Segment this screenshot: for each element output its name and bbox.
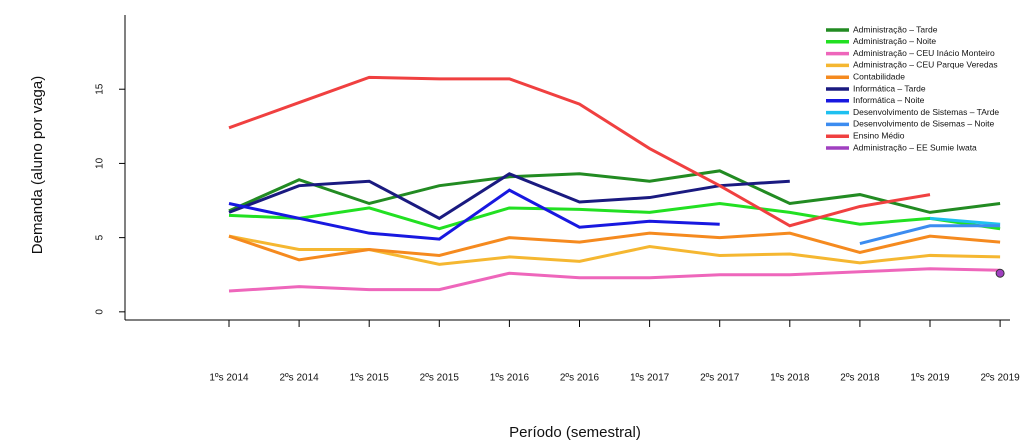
legend-label: Desenvolvimento de Sistemas – TArde [853,107,999,117]
series-line [859,224,1001,246]
legend-label: Ensino Médio [853,130,905,140]
y-tick-label: 0 [95,309,106,315]
series-line [228,172,790,221]
series-line [228,169,1001,214]
x-tick-label: 2ºs 2018 [840,373,880,384]
x-axis-label: Período (semestral) [509,424,641,441]
series-point [995,268,1005,278]
series-line [228,267,1001,293]
legend-label: Contabilidade [853,71,905,81]
x-tick-label: 1ºs 2015 [350,373,390,384]
legend-label: Informática – Noite [853,95,925,105]
x-tick-label: 1ºs 2018 [770,373,810,384]
y-tick-label: 10 [95,157,106,169]
legend-label: Administração – CEU Parque Veredas [853,60,998,70]
series-line [228,234,1001,266]
x-tick-label: 1ºs 2017 [630,373,670,384]
series-line [929,216,1001,226]
legend-label: Desenvolvimento de Sisemas – Noite [853,119,995,129]
x-tick-label: 1ºs 2014 [209,373,249,384]
y-tick-label: 15 [95,83,106,95]
x-tick-label: 2ºs 2019 [980,373,1020,384]
x-tick-label: 1ºs 2016 [490,373,530,384]
x-tick-label: 2ºs 2014 [279,373,319,384]
x-tick-label: 2ºs 2016 [560,373,600,384]
series-line [228,231,1001,262]
legend-label: Administração – Noite [853,36,936,46]
y-axis-label: Demanda (aluno por vaga) [29,76,46,254]
x-tick-label: 2ºs 2015 [420,373,460,384]
legend-label: Administração – EE Sumie Iwata [853,142,977,152]
x-tick-label: 1ºs 2019 [910,373,950,384]
legend-label: Administração – Tarde [853,24,938,34]
series-line [228,75,931,228]
series-line [228,188,720,241]
legend-label: Informática – Tarde [853,83,926,93]
x-tick-label: 2ºs 2017 [700,373,740,384]
series-line [228,201,1001,231]
legend-label: Administração – CEU Inácio Monteiro [853,48,995,58]
y-tick-label: 5 [95,234,106,240]
